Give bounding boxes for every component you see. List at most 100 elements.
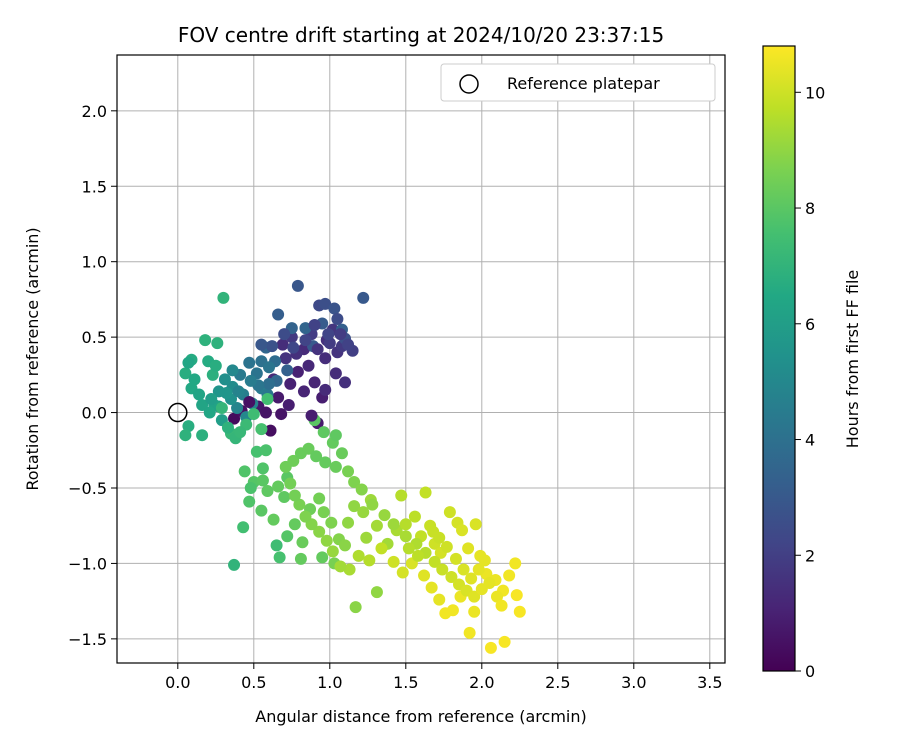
data-point xyxy=(328,302,341,315)
colorbar-label: Hours from first FF file xyxy=(843,270,862,449)
y-tick-label: 2.0 xyxy=(82,102,107,121)
data-point xyxy=(308,319,321,332)
data-point xyxy=(179,367,192,380)
data-point xyxy=(319,456,332,469)
data-point xyxy=(469,518,482,531)
colorbar: 0 2 4 6 8 10 Hours from first FF file xyxy=(762,45,862,681)
data-point xyxy=(411,549,424,562)
data-point xyxy=(196,429,209,442)
data-point xyxy=(278,328,291,341)
data-point xyxy=(510,589,523,602)
data-point xyxy=(378,509,391,522)
data-point xyxy=(483,577,496,590)
data-point xyxy=(462,542,475,555)
data-point xyxy=(325,516,338,529)
data-point xyxy=(263,361,275,374)
data-point xyxy=(221,421,234,434)
plot-frame xyxy=(116,54,726,664)
data-point xyxy=(425,581,438,594)
x-tick-label: 1.0 xyxy=(317,673,342,692)
data-point xyxy=(334,560,347,573)
data-point xyxy=(311,343,324,356)
data-point xyxy=(349,601,362,614)
data-point xyxy=(319,297,332,310)
y-tick-label: −0.5 xyxy=(68,479,107,498)
x-axis-label: Angular distance from reference (arcmin) xyxy=(255,707,586,726)
data-point xyxy=(297,385,310,398)
data-point xyxy=(244,481,257,494)
data-point xyxy=(468,590,481,603)
colorbar-gradient xyxy=(762,45,796,672)
data-point xyxy=(357,291,370,304)
y-tick-label: 0.5 xyxy=(82,328,107,347)
grid xyxy=(117,55,725,663)
data-point xyxy=(255,338,268,351)
data-point xyxy=(436,563,449,576)
data-point xyxy=(182,356,195,369)
legend-label: Reference platepar xyxy=(507,74,660,93)
data-point xyxy=(259,406,272,419)
data-point xyxy=(370,586,383,599)
data-point xyxy=(343,563,356,576)
data-point xyxy=(299,334,312,347)
data-point xyxy=(440,540,453,553)
data-point xyxy=(182,420,195,433)
data-point xyxy=(319,352,332,365)
data-point xyxy=(302,442,315,455)
data-point xyxy=(244,374,257,387)
data-point xyxy=(427,525,440,538)
y-axis: 2.0 1.5 1.0 0.5 0.0 −0.5 −1.0 −1.5 xyxy=(68,102,117,649)
data-point xyxy=(209,359,222,372)
data-point xyxy=(261,392,274,405)
data-point xyxy=(282,399,295,412)
data-point xyxy=(206,368,219,381)
data-point xyxy=(255,504,268,517)
data-point xyxy=(428,555,441,568)
x-tick-label: 0.5 xyxy=(241,673,266,692)
data-point xyxy=(317,426,330,439)
data-point xyxy=(228,558,241,571)
colorbar-tick-label: 2 xyxy=(805,546,815,565)
data-point xyxy=(256,462,269,475)
data-point xyxy=(465,572,478,585)
data-point xyxy=(302,359,315,372)
data-point xyxy=(348,500,361,513)
data-point xyxy=(288,518,301,531)
data-point xyxy=(293,498,306,511)
data-point xyxy=(305,409,318,422)
data-point xyxy=(238,465,251,478)
data-point xyxy=(439,607,452,620)
data-points xyxy=(179,279,526,654)
data-point xyxy=(266,340,279,353)
data-point xyxy=(317,506,330,519)
data-point xyxy=(509,557,522,570)
data-point xyxy=(284,377,297,390)
x-tick-label: 0.0 xyxy=(165,673,190,692)
data-point xyxy=(348,475,361,488)
data-point xyxy=(272,308,285,321)
data-point xyxy=(188,373,201,386)
data-point xyxy=(433,593,446,606)
x-tick-label: 2.5 xyxy=(545,673,570,692)
data-point xyxy=(363,554,376,567)
data-point xyxy=(419,486,432,499)
data-point xyxy=(308,376,321,389)
y-tick-label: 1.0 xyxy=(82,253,107,272)
data-point xyxy=(247,408,260,421)
data-point xyxy=(463,626,476,639)
data-point xyxy=(287,454,300,467)
data-point xyxy=(212,385,225,398)
data-point xyxy=(281,530,294,543)
data-point xyxy=(331,313,344,326)
data-point xyxy=(263,377,275,390)
data-point xyxy=(449,552,462,565)
data-point xyxy=(323,337,336,350)
data-point xyxy=(334,328,347,341)
data-point xyxy=(366,498,379,511)
data-point xyxy=(299,510,312,523)
data-point xyxy=(226,364,239,377)
data-point xyxy=(352,549,365,562)
data-point xyxy=(259,444,272,457)
